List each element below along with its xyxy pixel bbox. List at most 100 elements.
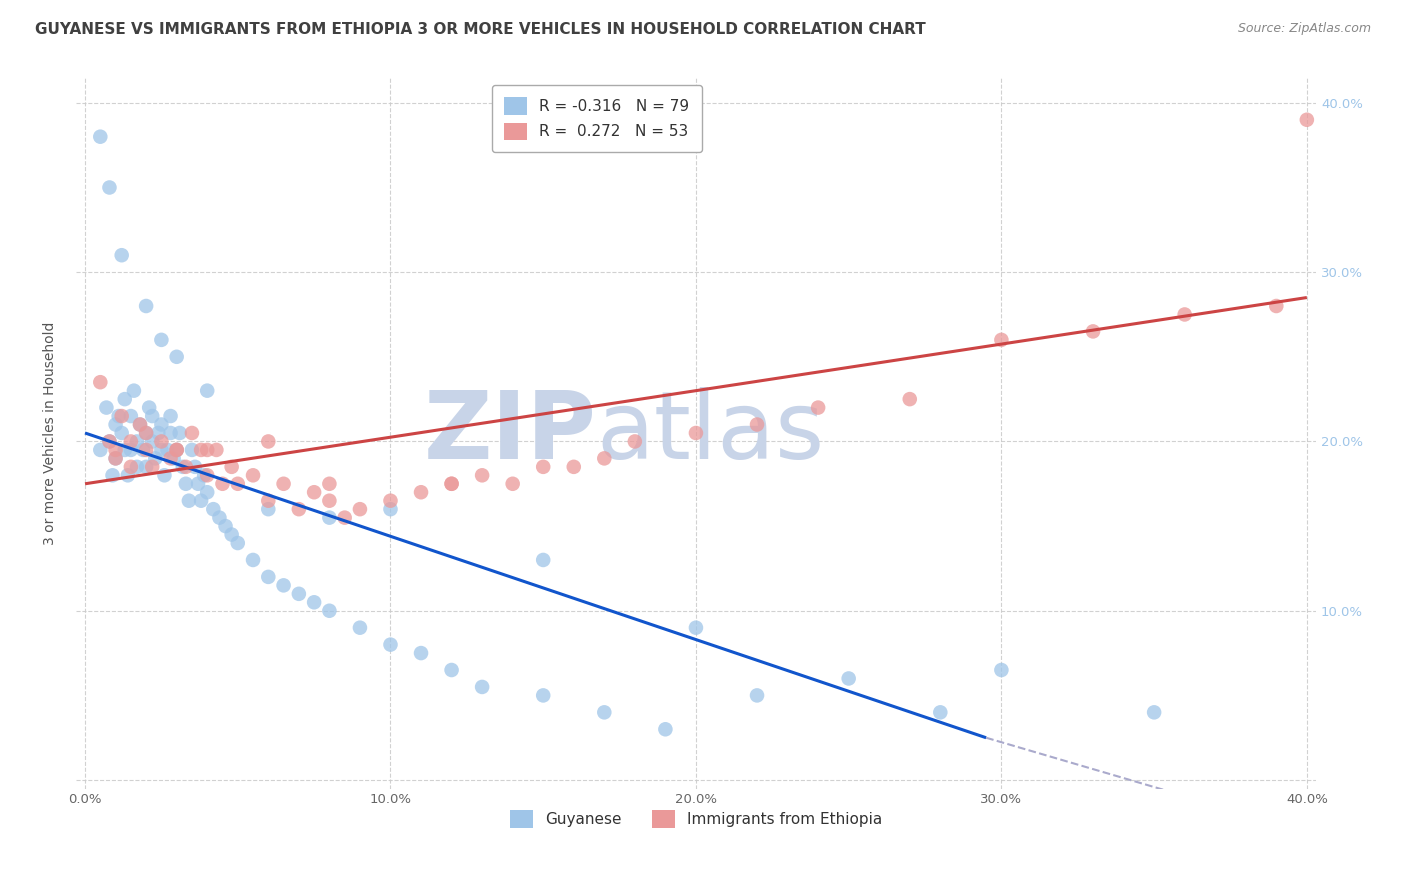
Point: [169, 425, 191, 440]
Point: [104, 451, 127, 466]
Point: [111, 425, 134, 440]
Point: [302, 595, 325, 609]
Point: [135, 459, 157, 474]
Point: [440, 476, 463, 491]
Point: [1081, 325, 1104, 339]
Point: [156, 442, 179, 457]
Point: [132, 442, 155, 457]
Point: [1143, 706, 1166, 720]
Point: [685, 621, 707, 635]
Point: [135, 425, 157, 440]
Point: [205, 442, 228, 457]
Point: [380, 502, 402, 516]
Point: [1295, 112, 1317, 127]
Point: [990, 333, 1012, 347]
Point: [166, 350, 188, 364]
Point: [273, 578, 295, 592]
Point: [257, 493, 280, 508]
Point: [98, 434, 121, 449]
Point: [242, 468, 264, 483]
Point: [318, 493, 340, 508]
Point: [174, 476, 197, 491]
Point: [177, 493, 200, 508]
Point: [135, 425, 157, 440]
Point: [159, 451, 181, 466]
Point: [98, 434, 121, 449]
Point: [104, 442, 127, 457]
Point: [120, 434, 142, 449]
Point: [98, 180, 121, 194]
Point: [141, 459, 163, 474]
Point: [471, 468, 494, 483]
Point: [190, 493, 212, 508]
Y-axis label: 3 or more Vehicles in Household: 3 or more Vehicles in Household: [44, 321, 58, 545]
Point: [838, 672, 860, 686]
Point: [302, 485, 325, 500]
Point: [174, 459, 197, 474]
Point: [104, 451, 127, 466]
Point: [745, 689, 768, 703]
Point: [159, 425, 181, 440]
Point: [593, 706, 616, 720]
Point: [531, 689, 554, 703]
Point: [318, 476, 340, 491]
Point: [181, 442, 204, 457]
Point: [125, 434, 148, 449]
Point: [129, 417, 152, 432]
Point: [531, 553, 554, 567]
Point: [138, 401, 160, 415]
Point: [104, 417, 127, 432]
Point: [141, 409, 163, 423]
Point: [898, 392, 921, 406]
Point: [111, 248, 134, 262]
Point: [807, 401, 830, 415]
Point: [288, 587, 311, 601]
Point: [150, 442, 173, 457]
Point: [120, 409, 142, 423]
Point: [143, 451, 166, 466]
Point: [195, 468, 218, 483]
Point: [471, 680, 494, 694]
Point: [929, 706, 952, 720]
Point: [187, 476, 209, 491]
Point: [107, 409, 129, 423]
Point: [159, 409, 181, 423]
Point: [221, 459, 243, 474]
Legend: Guyanese, Immigrants from Ethiopia: Guyanese, Immigrants from Ethiopia: [503, 805, 889, 834]
Point: [226, 536, 249, 550]
Point: [148, 425, 170, 440]
Point: [150, 333, 173, 347]
Text: Source: ZipAtlas.com: Source: ZipAtlas.com: [1237, 22, 1371, 36]
Point: [349, 502, 371, 516]
Point: [202, 502, 225, 516]
Point: [141, 434, 163, 449]
Point: [135, 442, 157, 457]
Point: [211, 476, 233, 491]
Point: [172, 459, 194, 474]
Point: [409, 646, 432, 660]
Point: [409, 485, 432, 500]
Point: [122, 384, 145, 398]
Point: [242, 553, 264, 567]
Point: [685, 425, 707, 440]
Point: [184, 459, 207, 474]
Point: [114, 442, 136, 457]
Point: [120, 442, 142, 457]
Point: [257, 502, 280, 516]
Point: [195, 442, 218, 457]
Point: [440, 663, 463, 677]
Point: [190, 442, 212, 457]
Point: [273, 476, 295, 491]
Point: [193, 468, 215, 483]
Point: [990, 663, 1012, 677]
Point: [150, 434, 173, 449]
Point: [166, 442, 188, 457]
Point: [257, 570, 280, 584]
Point: [101, 468, 124, 483]
Point: [125, 459, 148, 474]
Point: [89, 442, 111, 457]
Point: [593, 451, 616, 466]
Text: atlas: atlas: [596, 387, 825, 479]
Point: [111, 409, 134, 423]
Point: [745, 417, 768, 432]
